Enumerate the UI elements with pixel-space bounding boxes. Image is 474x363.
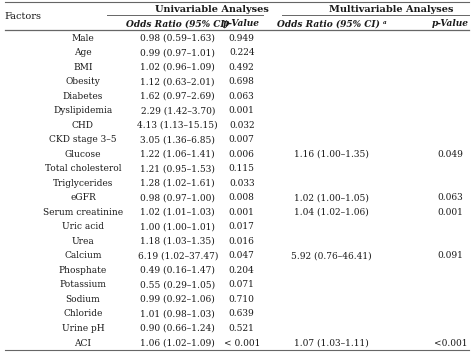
Text: 1.21 (0.95–1.53): 1.21 (0.95–1.53) bbox=[140, 164, 215, 173]
Text: 0.698: 0.698 bbox=[229, 77, 255, 86]
Text: 1.12 (0.63–2.01): 1.12 (0.63–2.01) bbox=[140, 77, 215, 86]
Text: Sodium: Sodium bbox=[65, 295, 100, 304]
Text: 3.05 (1.36–6.85): 3.05 (1.36–6.85) bbox=[140, 135, 215, 144]
Text: 1.04 (1.02–1.06): 1.04 (1.02–1.06) bbox=[294, 208, 369, 217]
Text: Calcium: Calcium bbox=[64, 252, 102, 260]
Text: 0.949: 0.949 bbox=[229, 34, 255, 42]
Text: Potassium: Potassium bbox=[59, 281, 107, 289]
Text: BMI: BMI bbox=[73, 63, 93, 72]
Text: 6.19 (1.02–37.47): 6.19 (1.02–37.47) bbox=[137, 252, 218, 260]
Text: Age: Age bbox=[74, 48, 92, 57]
Text: Univariable Analyses: Univariable Analyses bbox=[155, 5, 269, 13]
Text: 0.98 (0.59–1.63): 0.98 (0.59–1.63) bbox=[140, 34, 215, 42]
Text: 0.016: 0.016 bbox=[229, 237, 255, 246]
Text: ACI: ACI bbox=[74, 339, 91, 347]
Text: < 0.001: < 0.001 bbox=[224, 339, 260, 347]
Text: Urea: Urea bbox=[72, 237, 94, 246]
Text: Serum creatinine: Serum creatinine bbox=[43, 208, 123, 217]
Text: 0.55 (0.29–1.05): 0.55 (0.29–1.05) bbox=[140, 281, 215, 289]
Text: 1.62 (0.97–2.69): 1.62 (0.97–2.69) bbox=[140, 92, 215, 101]
Text: Obesity: Obesity bbox=[65, 77, 100, 86]
Text: Chloride: Chloride bbox=[63, 310, 103, 318]
Text: 2.29 (1.42–3.70): 2.29 (1.42–3.70) bbox=[141, 106, 215, 115]
Text: 0.008: 0.008 bbox=[229, 193, 255, 202]
Text: Urine pH: Urine pH bbox=[62, 324, 104, 333]
Text: 1.07 (1.03–1.11): 1.07 (1.03–1.11) bbox=[294, 339, 369, 347]
Text: Odds Ratio (95% CI) ᵃ: Odds Ratio (95% CI) ᵃ bbox=[277, 19, 387, 28]
Text: 0.006: 0.006 bbox=[229, 150, 255, 159]
Text: 1.02 (1.01–1.03): 1.02 (1.01–1.03) bbox=[140, 208, 215, 217]
Text: 0.98 (0.97–1.00): 0.98 (0.97–1.00) bbox=[140, 193, 215, 202]
Text: 0.063: 0.063 bbox=[438, 193, 463, 202]
Text: 0.492: 0.492 bbox=[229, 63, 255, 72]
Text: 1.02 (1.00–1.05): 1.02 (1.00–1.05) bbox=[294, 193, 369, 202]
Text: 0.071: 0.071 bbox=[229, 281, 255, 289]
Text: Uric acid: Uric acid bbox=[62, 223, 104, 231]
Text: p-Value: p-Value bbox=[223, 19, 260, 28]
Text: 0.99 (0.97–1.01): 0.99 (0.97–1.01) bbox=[140, 48, 215, 57]
Text: CHD: CHD bbox=[72, 121, 94, 130]
Text: 0.017: 0.017 bbox=[229, 223, 255, 231]
Text: 0.047: 0.047 bbox=[229, 252, 255, 260]
Text: 1.22 (1.06–1.41): 1.22 (1.06–1.41) bbox=[140, 150, 215, 159]
Text: CKD stage 3–5: CKD stage 3–5 bbox=[49, 135, 117, 144]
Text: 0.001: 0.001 bbox=[438, 208, 463, 217]
Text: Phosphate: Phosphate bbox=[59, 266, 107, 275]
Text: 0.091: 0.091 bbox=[438, 252, 463, 260]
Text: 4.13 (1.13–15.15): 4.13 (1.13–15.15) bbox=[137, 121, 218, 130]
Text: Glucose: Glucose bbox=[64, 150, 101, 159]
Text: 0.001: 0.001 bbox=[229, 208, 255, 217]
Text: <0.001: <0.001 bbox=[434, 339, 467, 347]
Text: 0.710: 0.710 bbox=[229, 295, 255, 304]
Text: Male: Male bbox=[72, 34, 94, 42]
Text: p-Value: p-Value bbox=[432, 19, 469, 28]
Text: Triglycerides: Triglycerides bbox=[53, 179, 113, 188]
Text: 1.16 (1.00–1.35): 1.16 (1.00–1.35) bbox=[294, 150, 369, 159]
Text: 0.032: 0.032 bbox=[229, 121, 255, 130]
Text: 1.00 (1.00–1.01): 1.00 (1.00–1.01) bbox=[140, 223, 215, 231]
Text: Diabetes: Diabetes bbox=[63, 92, 103, 101]
Text: 0.049: 0.049 bbox=[438, 150, 463, 159]
Text: 0.115: 0.115 bbox=[229, 164, 255, 173]
Text: 0.224: 0.224 bbox=[229, 48, 255, 57]
Text: 0.521: 0.521 bbox=[229, 324, 255, 333]
Text: 0.49 (0.16–1.47): 0.49 (0.16–1.47) bbox=[140, 266, 215, 275]
Text: Odds Ratio (95% CI): Odds Ratio (95% CI) bbox=[126, 19, 229, 28]
Text: 0.033: 0.033 bbox=[229, 179, 255, 188]
Text: 0.90 (0.66–1.24): 0.90 (0.66–1.24) bbox=[140, 324, 215, 333]
Text: 0.007: 0.007 bbox=[229, 135, 255, 144]
Text: Total cholesterol: Total cholesterol bbox=[45, 164, 121, 173]
Text: Multivariable Analyses: Multivariable Analyses bbox=[329, 5, 453, 13]
Text: Dyslipidemia: Dyslipidemia bbox=[53, 106, 112, 115]
Text: 0.204: 0.204 bbox=[229, 266, 255, 275]
Text: 1.18 (1.03–1.35): 1.18 (1.03–1.35) bbox=[140, 237, 215, 246]
Text: 5.92 (0.76–46.41): 5.92 (0.76–46.41) bbox=[292, 252, 372, 260]
Text: 1.02 (0.96–1.09): 1.02 (0.96–1.09) bbox=[140, 63, 215, 72]
Text: 1.28 (1.02–1.61): 1.28 (1.02–1.61) bbox=[140, 179, 215, 188]
Text: 0.063: 0.063 bbox=[229, 92, 255, 101]
Text: 0.639: 0.639 bbox=[229, 310, 255, 318]
Text: eGFR: eGFR bbox=[70, 193, 96, 202]
Text: 1.06 (1.02–1.09): 1.06 (1.02–1.09) bbox=[140, 339, 215, 347]
Text: 0.99 (0.92–1.06): 0.99 (0.92–1.06) bbox=[140, 295, 215, 304]
Text: 0.001: 0.001 bbox=[229, 106, 255, 115]
Text: 1.01 (0.98–1.03): 1.01 (0.98–1.03) bbox=[140, 310, 215, 318]
Text: Factors: Factors bbox=[5, 12, 42, 21]
